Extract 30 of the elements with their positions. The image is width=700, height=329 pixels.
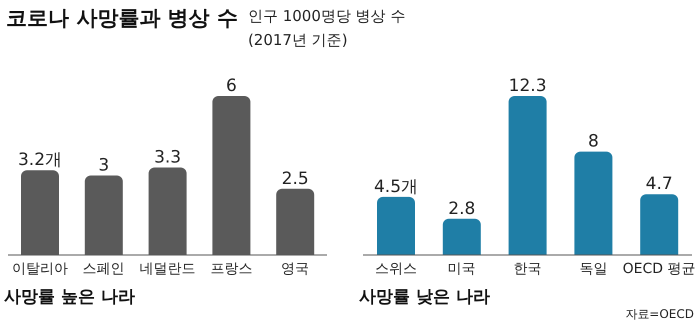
data-label: 3	[98, 156, 110, 176]
bar	[640, 194, 678, 255]
x-tick-label: OECD 평균	[622, 260, 696, 277]
chart-title: 코로나 사망률과 병상 수	[6, 5, 238, 32]
x-tick-label: 이탈리아	[12, 260, 68, 277]
data-label: 8	[588, 132, 599, 152]
bar	[377, 196, 415, 255]
bar	[508, 96, 547, 255]
x-tick-label: 영국	[281, 260, 310, 277]
x-axis-title: 사망률 높은 나라	[3, 286, 136, 308]
data-label: 6	[226, 76, 237, 96]
x-tick-label: 네덜란드	[140, 260, 196, 277]
bar	[442, 218, 481, 255]
data-label: 4.7	[646, 174, 673, 194]
x-tick-label: 스위스	[374, 260, 417, 277]
data-label: 3.3	[154, 148, 182, 168]
bar	[574, 152, 612, 255]
x-axis-title: 사망률 낮은 나라	[358, 286, 491, 308]
x-tick-label: 독일	[579, 260, 608, 277]
data-label: 2.5	[282, 168, 309, 189]
x-tick-label: 한국	[514, 260, 542, 277]
data-label: 2.8	[448, 198, 476, 219]
x-tick-label: 프랑스	[210, 260, 252, 277]
text: 자료=OECD	[625, 306, 694, 323]
data-label: 12.3	[508, 76, 547, 96]
data-label: 3.2개	[18, 150, 62, 170]
x-tick-label: 미국	[448, 260, 476, 277]
chart-subtitle: 인구 1000명당 병상 수 (2017년 기준)	[248, 6, 406, 51]
x-tick-label: 스페인	[82, 260, 125, 277]
data-label: 4.5개	[374, 176, 418, 197]
